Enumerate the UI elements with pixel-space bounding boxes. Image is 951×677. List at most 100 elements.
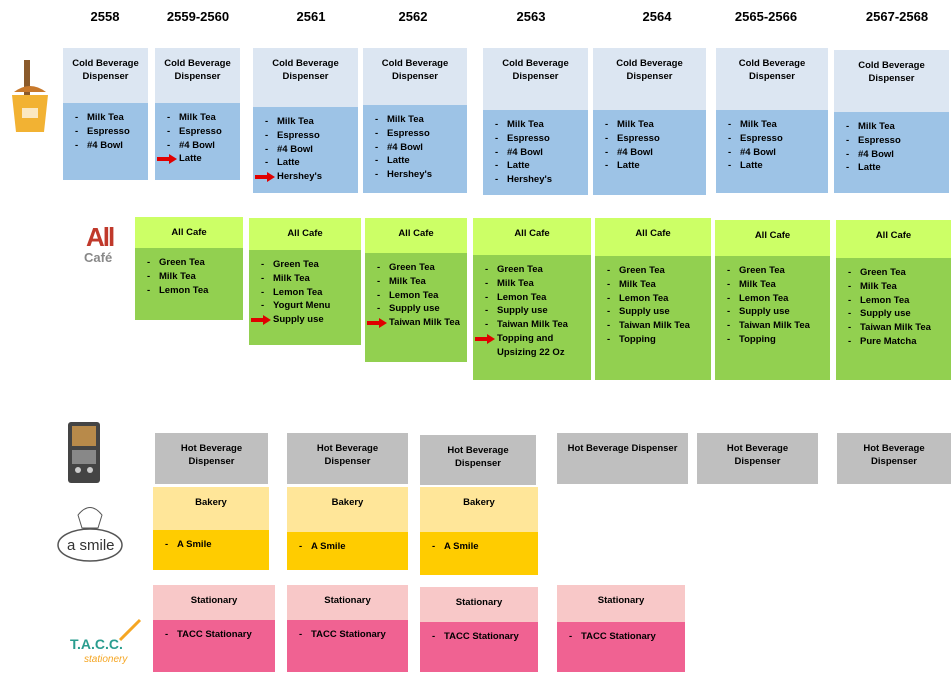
bullet: - <box>375 114 379 125</box>
hot-beverage-title: Hot Beverage Dispenser <box>155 433 268 484</box>
stationary-title: Stationary <box>557 585 685 622</box>
list-item: - Espresso <box>846 134 945 148</box>
bullet: - <box>75 112 79 123</box>
item-text: Supply use <box>619 306 670 318</box>
item-text: Topping <box>619 333 656 345</box>
item-text: Green Tea <box>739 265 785 276</box>
list-item: - #4 Bowl <box>167 139 236 153</box>
smile-logo <box>57 507 123 562</box>
bullet: - <box>265 157 269 169</box>
hot-beverage-title: Hot Beverage Dispenser <box>557 433 688 484</box>
list-item: - Taiwan Milk Tea <box>607 319 707 333</box>
list-item: - #4 Bowl <box>265 143 354 157</box>
bullet: - <box>495 146 499 158</box>
list-item: - Lemon Tea <box>727 292 826 306</box>
bullet: - <box>377 289 381 301</box>
item-text: Espresso <box>740 132 783 144</box>
year-label: 2564 <box>642 9 672 24</box>
list-item: - Milk Tea <box>846 120 945 134</box>
item-text: Milk Tea <box>87 112 124 123</box>
bullet: - <box>607 265 611 276</box>
list-item: - Milk Tea <box>265 115 354 129</box>
list-item: - Latte <box>728 159 824 173</box>
hot-beverage-title: Hot Beverage Dispenser <box>420 435 536 485</box>
all-cafe-body: - Green Tea - Milk Tea - Lemon Tea - Supply use… <box>365 253 467 362</box>
list-item: - Taiwan Milk Tea <box>727 319 826 333</box>
all-cafe-body: - Green Tea - Milk Tea - Lemon Tea - Supply use… <box>595 256 711 380</box>
item-text: Supply use <box>739 306 790 318</box>
item-text: Hershey's <box>387 169 433 181</box>
bullet: - <box>165 539 169 550</box>
list-item: - Green Tea <box>607 264 707 278</box>
cold-beverage-body: - Milk Tea - Espresso - #4 Bowl Latte <box>155 103 240 180</box>
bullet: - <box>607 320 611 332</box>
item-text: TACC Stationary <box>177 629 252 640</box>
stationary-body: - TACC Stationary <box>557 622 685 672</box>
item-text: Taiwan Milk Tea <box>860 322 931 334</box>
bullet: - <box>848 322 852 334</box>
new-arrow <box>367 318 387 329</box>
item-text: Hershey's <box>507 174 553 186</box>
cold-beverage-title: Cold Beverage Dispenser <box>155 48 240 103</box>
new-arrow <box>251 315 271 326</box>
item-text: A Smile <box>311 541 346 552</box>
list-item: - #4 Bowl <box>846 148 945 162</box>
bullet: - <box>75 125 79 137</box>
item-text: Lemon Tea <box>619 292 669 304</box>
bullet: - <box>727 320 731 332</box>
bullet: - <box>495 174 499 186</box>
cold-cup-logo <box>12 60 48 132</box>
bullet: - <box>375 169 379 181</box>
cold-beverage-body: - Milk Tea - Espresso - #4 Bowl - Latte <box>593 110 706 195</box>
list-item: - Milk Tea <box>728 118 824 132</box>
bullet: - <box>261 286 265 298</box>
item-text: Milk Tea <box>619 278 656 290</box>
cold-beverage-title: Cold Beverage Dispenser <box>253 48 358 107</box>
bullet: - <box>728 146 732 158</box>
bullet: - <box>299 629 303 640</box>
bullet: - <box>375 127 379 139</box>
year-label: 2562 <box>398 9 428 24</box>
list-item: - #4 Bowl <box>728 146 824 160</box>
bullet: - <box>167 139 171 151</box>
list-item: - Lemon Tea <box>377 289 463 303</box>
list-item: - TACC Stationary <box>569 630 681 644</box>
bullet: - <box>147 257 151 268</box>
bullet: - <box>607 333 611 345</box>
bullet: - <box>727 292 731 304</box>
item-text: #4 Bowl <box>179 139 215 151</box>
cafe-logo-sub: Café <box>84 250 113 265</box>
cold-beverage-title: Cold Beverage Dispenser <box>593 48 706 110</box>
list-item: - Espresso <box>265 129 354 143</box>
list-item: - Latte <box>495 159 584 173</box>
item-text: #4 Bowl <box>740 146 776 158</box>
list-item: - Milk Tea <box>607 278 707 292</box>
bullet: - <box>147 284 151 296</box>
list-item: - Milk Tea <box>848 280 947 294</box>
bullet: - <box>485 291 489 303</box>
item-text: Topping and Upsizing 22 Oz <box>497 332 565 358</box>
list-item: - Green Tea <box>377 261 463 275</box>
bullet: - <box>485 264 489 275</box>
list-item: -A Smile <box>299 540 404 554</box>
bullet: - <box>495 132 499 144</box>
item-text: Milk Tea <box>179 112 216 123</box>
bullet: - <box>727 306 731 318</box>
item-text: Milk Tea <box>858 121 895 132</box>
item-text: Espresso <box>179 125 222 137</box>
list-item: - Espresso <box>728 132 824 146</box>
bullet: - <box>848 335 852 347</box>
year-label: 2567-2568 <box>865 9 929 24</box>
bullet: - <box>848 294 852 306</box>
list-item: - Milk Tea <box>375 113 463 127</box>
list-item: - Green Tea <box>485 263 587 277</box>
bullet: - <box>167 125 171 137</box>
bullet: - <box>147 270 151 282</box>
list-item: - Espresso <box>167 125 236 139</box>
list-item: - Espresso <box>495 132 584 146</box>
bakery-body: -A Smile <box>153 530 269 570</box>
list-item: - Lemon Tea <box>607 292 707 306</box>
all-cafe-title: All Cafe <box>365 218 467 253</box>
tacc-logo-sub: stationery <box>84 654 128 665</box>
